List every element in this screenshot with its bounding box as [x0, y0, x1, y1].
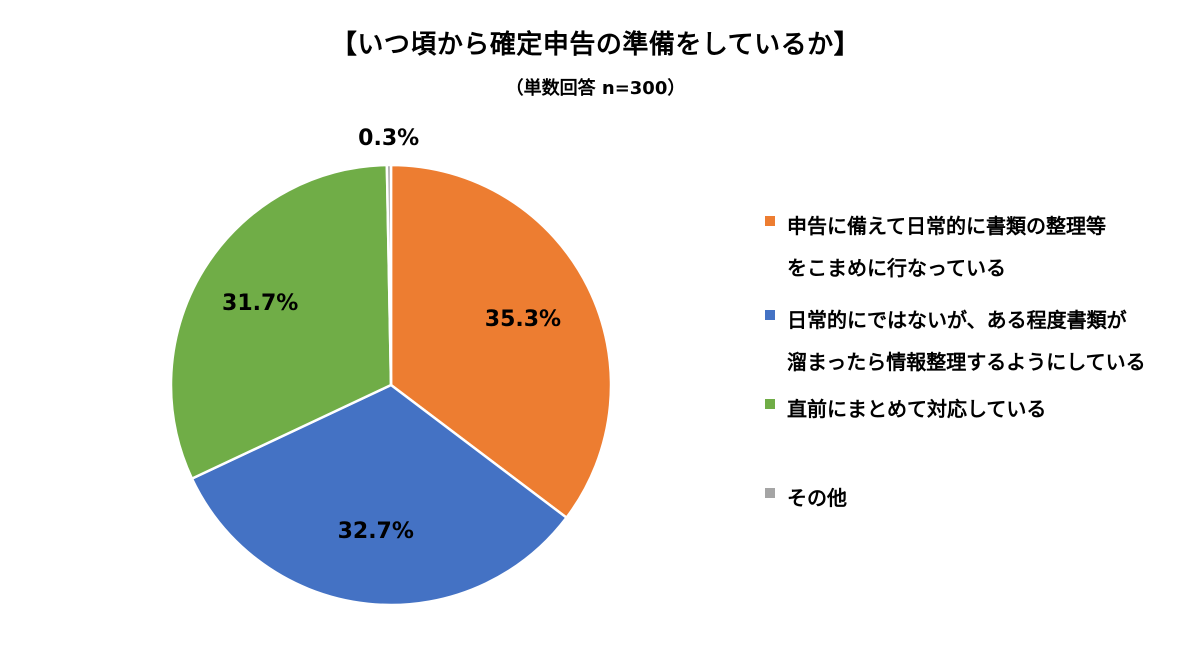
legend-item-organize-daily: 申告に備えて日常的に書類の整理等 をこまめに行なっている [765, 205, 1185, 289]
legend-swatch-gray [765, 488, 775, 498]
data-label-organize-when-accumulated: 32.7% [338, 519, 414, 544]
chart-subtitle: （単数回答 n=300） [505, 78, 686, 99]
data-label-last-minute: 31.7% [222, 291, 298, 316]
legend-label: 直前にまとめて対応している [787, 397, 1047, 421]
pie-slices [169, 163, 613, 607]
data-label-other: 0.3% [358, 126, 419, 151]
data-label-organize-daily: 35.3% [485, 307, 561, 332]
pie-slice-organize-daily [389, 163, 613, 519]
pie-slice-last-minute [169, 163, 393, 480]
legend-item-last-minute: 直前にまとめて対応している [765, 388, 1185, 430]
legend-swatch-blue [765, 310, 775, 320]
chart-title: 【いつ頃から確定申告の準備をしているか】 [330, 30, 861, 60]
pie-slice-other [385, 163, 393, 387]
legend-label: 日常的にではないが、ある程度書類が 溜まったら情報整理するようにしている [787, 308, 1146, 374]
pie-data-labels: 35.3% 32.7% 31.7% 0.3% [222, 126, 561, 544]
legend-label: 申告に備えて日常的に書類の整理等 をこまめに行なっている [787, 214, 1106, 280]
legend-item-organize-when-accumulated: 日常的にではないが、ある程度書類が 溜まったら情報整理するようにしている [765, 299, 1185, 383]
legend-swatch-orange [765, 216, 775, 226]
pie-slice-organize-when-accumulated [190, 383, 568, 607]
legend-swatch-green [765, 399, 775, 409]
legend-label: その他 [787, 486, 847, 510]
legend-item-other: その他 [765, 477, 1185, 519]
